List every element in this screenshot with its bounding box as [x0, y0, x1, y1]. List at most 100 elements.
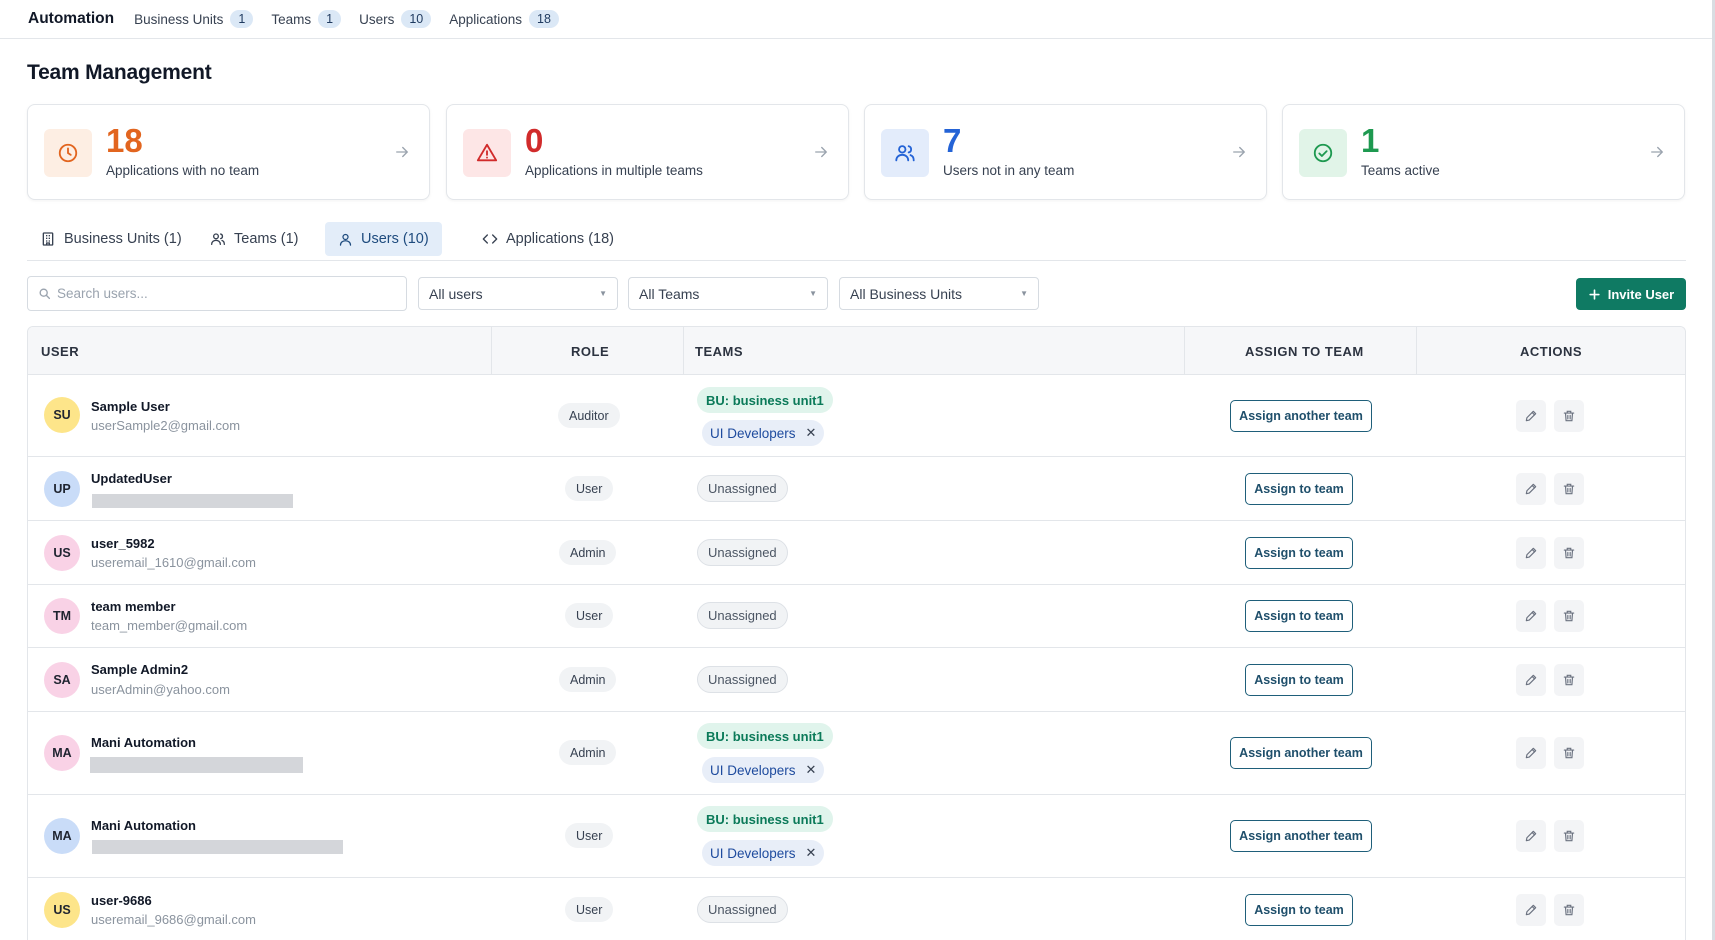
stat-label: Users not in any team — [943, 163, 1075, 178]
unassigned-badge: Unassigned — [697, 602, 788, 629]
nav-item-applications[interactable]: Applications 18 — [449, 10, 559, 28]
role-badge: User — [565, 897, 614, 922]
close-icon[interactable]: ✕ — [805, 425, 817, 440]
avatar: MA — [44, 735, 80, 771]
stat-card-multiple-teams[interactable]: 0 Applications in multiple teams — [446, 104, 849, 200]
clock-icon — [44, 129, 92, 177]
team-chip: UI Developers ✕ — [702, 840, 825, 866]
nav-count-badge: 1 — [230, 10, 254, 28]
assign-to-team-button[interactable]: Assign to team — [1245, 473, 1353, 505]
avatar: TM — [44, 598, 80, 634]
assign-another-team-button[interactable]: Assign another team — [1230, 400, 1372, 432]
role-badge: Admin — [559, 540, 617, 565]
table-row: UP UpdatedUser User Unassigned Assign to… — [28, 457, 1685, 521]
table-row: MA Mani Automation User BU: business uni… — [28, 795, 1685, 878]
role-badge: Auditor — [558, 403, 620, 428]
edit-button[interactable] — [1516, 664, 1546, 696]
edit-button[interactable] — [1516, 820, 1546, 852]
close-icon[interactable]: ✕ — [805, 762, 817, 777]
assign-another-team-button[interactable]: Assign another team — [1230, 737, 1372, 769]
pencil-icon — [1525, 483, 1537, 495]
user-email: useremail_1610@gmail.com — [91, 555, 256, 570]
invite-user-button[interactable]: Invite User — [1576, 278, 1686, 310]
scrollbar[interactable] — [1712, 0, 1715, 940]
nav-label: Applications — [449, 11, 523, 27]
select-value: All Teams — [639, 285, 700, 302]
delete-button[interactable] — [1554, 600, 1584, 632]
edit-button[interactable] — [1516, 537, 1546, 569]
nav-item-users[interactable]: Users 10 — [359, 10, 432, 28]
pencil-icon — [1525, 547, 1537, 559]
stat-card-no-team[interactable]: 18 Applications with no team — [27, 104, 430, 200]
column-divider — [491, 327, 492, 375]
check-circle-icon — [1299, 129, 1347, 177]
stat-label: Applications in multiple teams — [525, 163, 703, 178]
close-icon[interactable]: ✕ — [805, 845, 817, 860]
tab-applications[interactable]: Applications (18) — [469, 222, 627, 256]
arrow-right-icon — [1651, 146, 1664, 158]
tab-business-units[interactable]: Business Units (1) — [27, 222, 195, 256]
pencil-icon — [1525, 610, 1537, 622]
delete-button[interactable] — [1554, 894, 1584, 926]
assign-to-team-button[interactable]: Assign to team — [1245, 600, 1353, 632]
tab-users[interactable]: Users (10) — [325, 222, 442, 256]
chevron-down-icon: ▼ — [599, 289, 607, 298]
tab-label: Applications (18) — [506, 231, 614, 247]
delete-button[interactable] — [1554, 737, 1584, 769]
trash-icon — [1563, 747, 1575, 759]
assign-to-team-button[interactable]: Assign to team — [1245, 894, 1353, 926]
stat-label: Applications with no team — [106, 163, 260, 178]
nav-label: Business Units — [134, 11, 224, 27]
delete-button[interactable] — [1554, 473, 1584, 505]
assign-to-team-button[interactable]: Assign to team — [1245, 664, 1353, 696]
edit-button[interactable] — [1516, 894, 1546, 926]
select-value: All users — [429, 285, 483, 302]
delete-button[interactable] — [1554, 537, 1584, 569]
edit-button[interactable] — [1516, 600, 1546, 632]
tab-label: Business Units (1) — [64, 231, 182, 247]
stat-value: 7 — [943, 122, 962, 159]
delete-button[interactable] — [1554, 664, 1584, 696]
edit-button[interactable] — [1516, 400, 1546, 432]
user-name: team member — [91, 599, 176, 614]
column-divider — [1184, 327, 1185, 375]
stat-card-teams-active[interactable]: 1 Teams active — [1282, 104, 1685, 200]
invite-user-label: Invite User — [1607, 286, 1675, 302]
unassigned-badge: Unassigned — [697, 896, 788, 923]
tab-label: Teams (1) — [234, 231, 299, 247]
nav-item-business-units[interactable]: Business Units 1 — [134, 10, 254, 28]
users-icon — [211, 233, 225, 245]
users-table: USER ROLE TEAMS ASSIGN TO TEAM ACTIONS S… — [27, 326, 1686, 940]
nav-count-badge: 1 — [318, 10, 342, 28]
filter-users-select[interactable]: All users ▼ — [418, 277, 618, 310]
pencil-icon — [1525, 747, 1537, 759]
assign-to-team-button[interactable]: Assign to team — [1245, 537, 1353, 569]
column-header-role: ROLE — [571, 343, 610, 359]
table-row: MA Mani Automation Admin BU: business un… — [28, 712, 1685, 795]
delete-button[interactable] — [1554, 820, 1584, 852]
unassigned-badge: Unassigned — [697, 539, 788, 566]
edit-button[interactable] — [1516, 737, 1546, 769]
filter-business-units-select[interactable]: All Business Units ▼ — [839, 277, 1039, 310]
delete-button[interactable] — [1554, 400, 1584, 432]
nav-item-teams[interactable]: Teams 1 — [271, 10, 342, 28]
nav-label: Users — [359, 11, 395, 27]
brand-title[interactable]: Automation — [28, 10, 115, 27]
edit-button[interactable] — [1516, 473, 1546, 505]
top-nav: Automation Business Units 1 Teams 1 Users 1… — [0, 0, 1715, 39]
assign-another-team-button[interactable]: Assign another team — [1230, 820, 1372, 852]
role-badge: User — [565, 476, 614, 501]
nav-count-badge: 10 — [401, 10, 432, 28]
column-divider — [1416, 327, 1417, 375]
tab-label: Users (10) — [361, 231, 429, 247]
arrow-right-icon — [815, 146, 828, 158]
warning-icon — [463, 129, 511, 177]
search-input[interactable] — [57, 286, 397, 301]
filter-teams-select[interactable]: All Teams ▼ — [628, 277, 828, 310]
avatar: SA — [44, 662, 80, 698]
avatar: US — [44, 535, 80, 571]
tab-teams[interactable]: Teams (1) — [197, 222, 311, 256]
user-email: useremail_9686@gmail.com — [91, 912, 256, 927]
stat-card-users-no-team[interactable]: 7 Users not in any team — [864, 104, 1267, 200]
avatar: UP — [44, 471, 80, 507]
